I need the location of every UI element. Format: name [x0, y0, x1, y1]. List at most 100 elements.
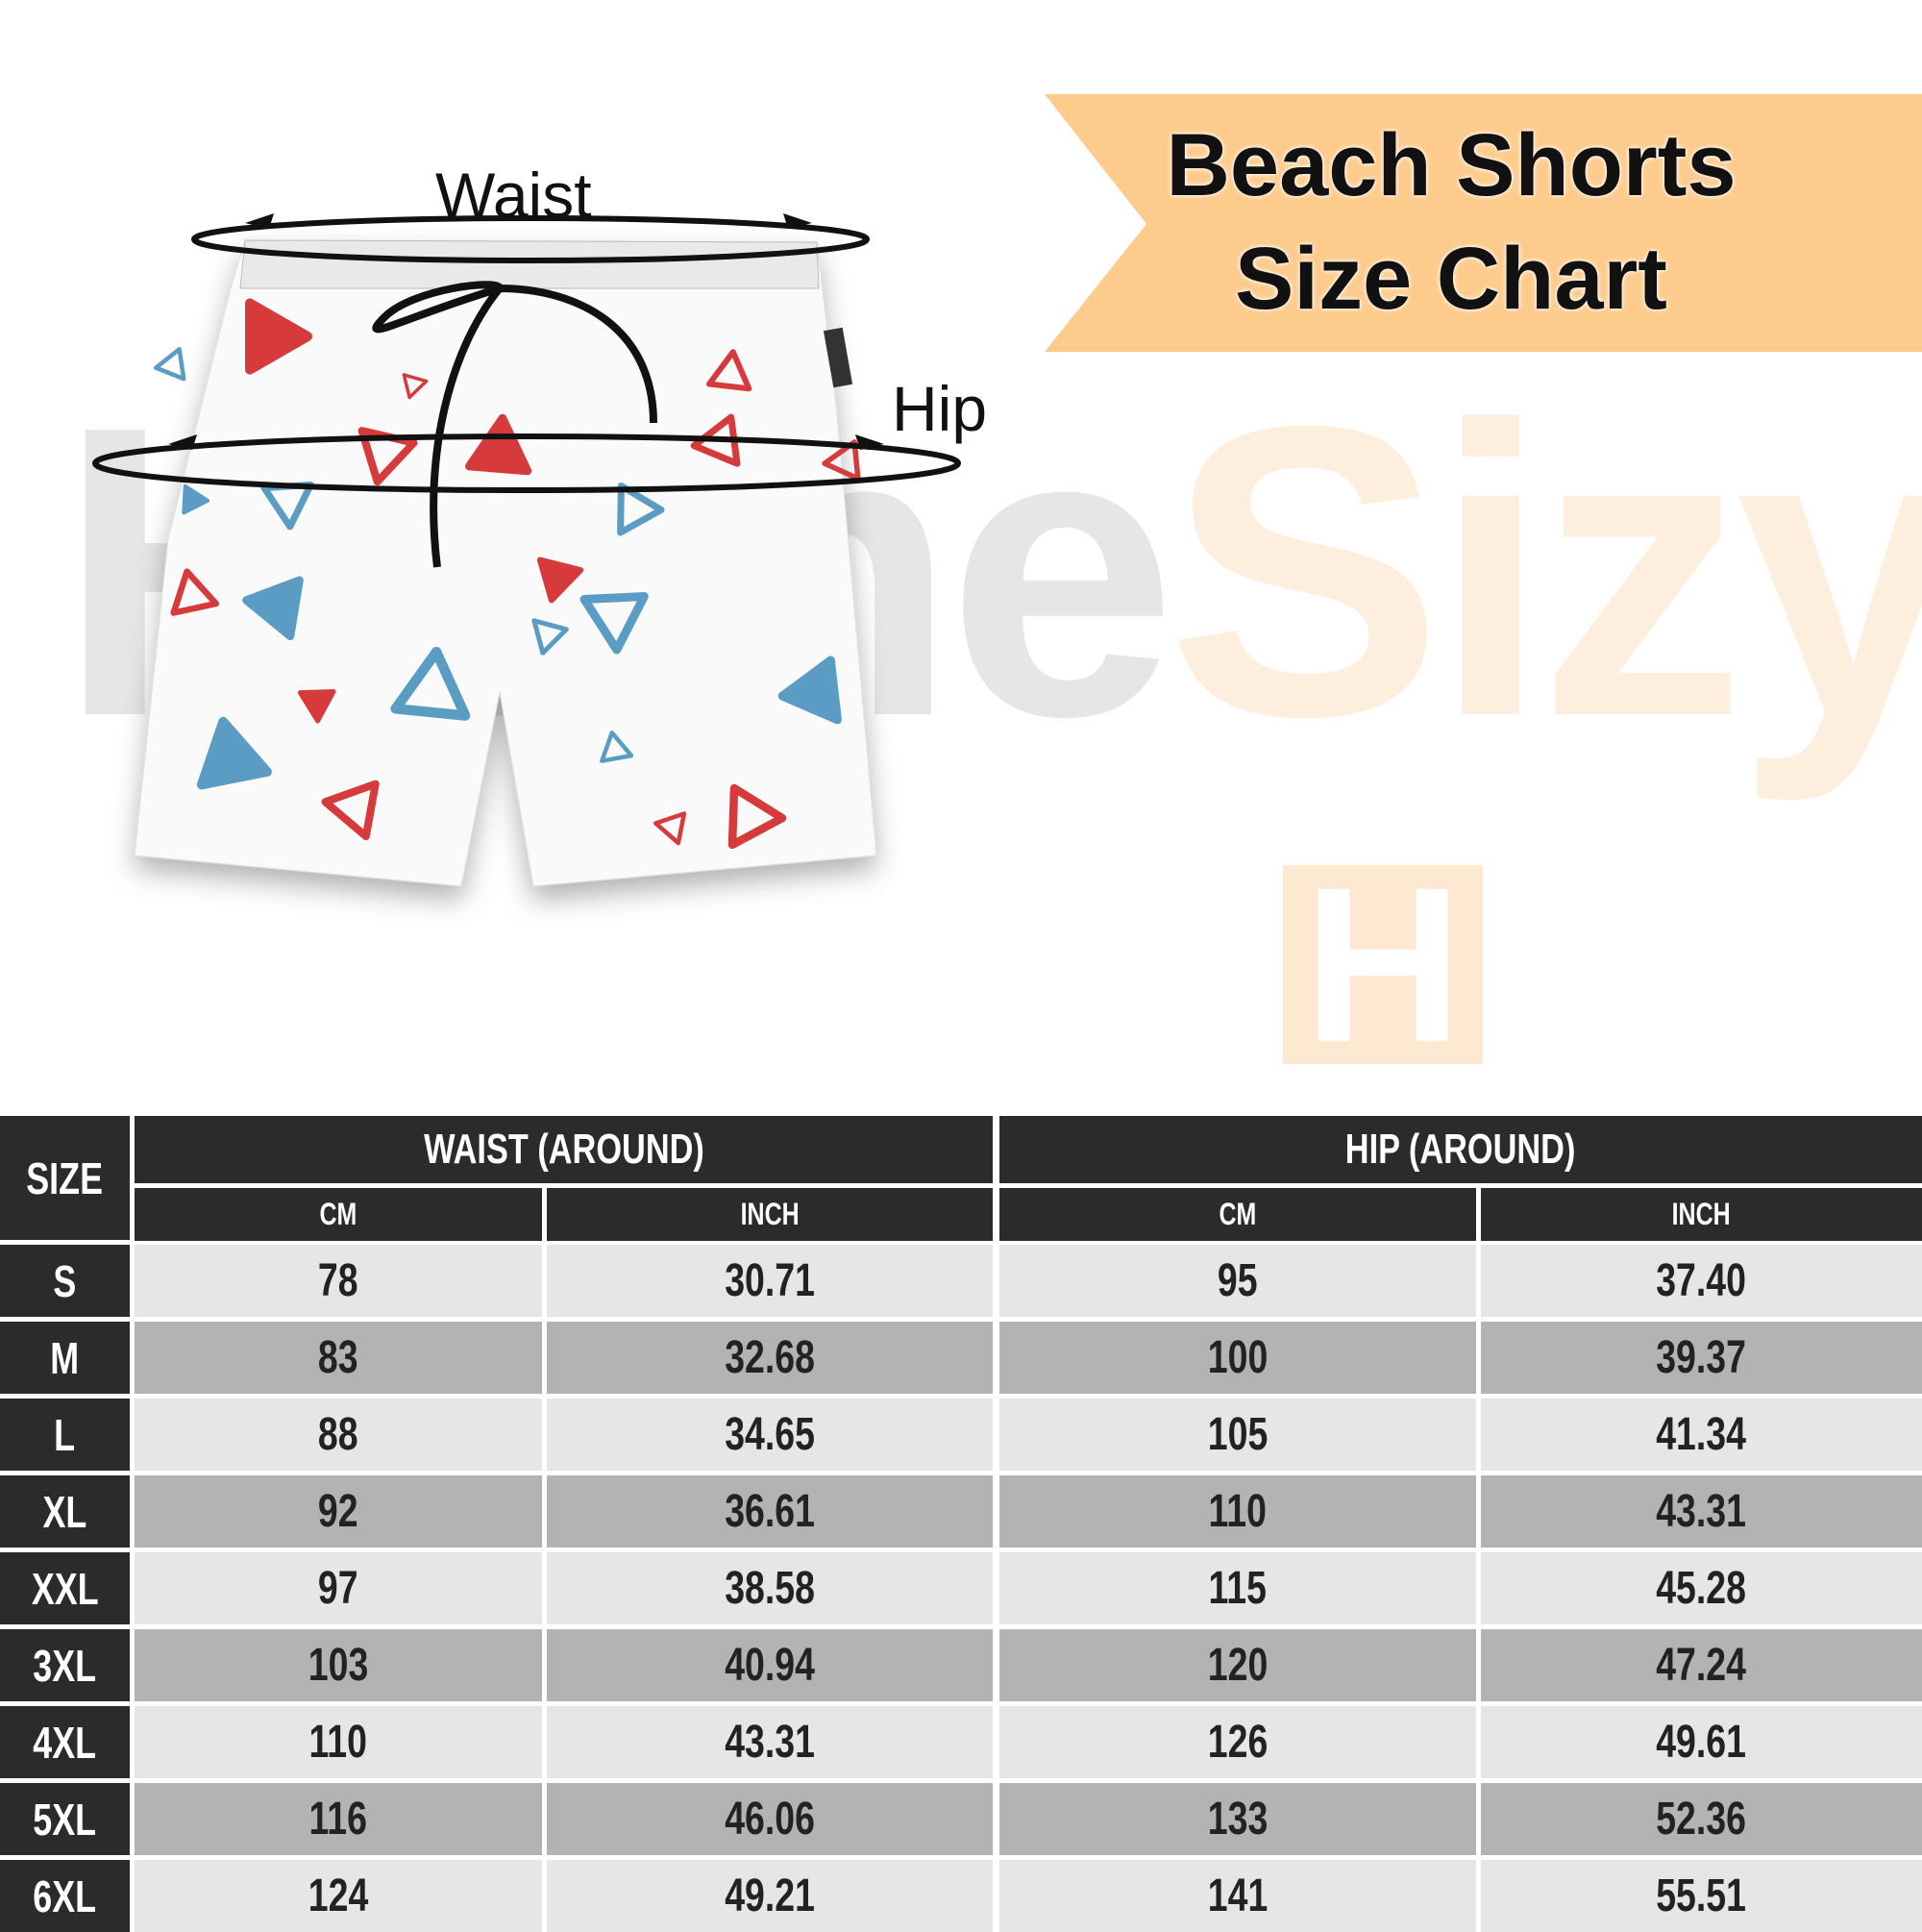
value-cell-text: 133	[1207, 1794, 1269, 1845]
value-cell-text: 141	[1207, 1870, 1269, 1921]
value-cell: 110	[135, 1706, 542, 1778]
pattern-triangle	[536, 557, 584, 604]
value-cell-text: 45.28	[1656, 1563, 1747, 1614]
value-cell-text: 36.61	[725, 1486, 815, 1537]
size-header: SIZE	[0, 1116, 130, 1240]
pattern-triangle	[242, 576, 304, 641]
value-cell-text: 47.24	[1656, 1640, 1747, 1691]
value-cell: 115	[999, 1552, 1476, 1624]
watermark-logo-letter: H	[1302, 841, 1464, 1088]
value-cell: 105	[999, 1399, 1476, 1471]
size-cell: XXL	[0, 1552, 130, 1624]
value-cell-text: 46.06	[725, 1794, 815, 1845]
value-cell-text: 49.61	[1656, 1717, 1747, 1768]
pattern-triangle	[822, 439, 861, 482]
waist-group-header-text: WAIST (AROUND)	[423, 1126, 704, 1173]
size-cell-text: S	[53, 1255, 77, 1306]
size-cell-text: 5XL	[33, 1794, 97, 1845]
size-cell-text: L	[54, 1409, 76, 1460]
value-cell: 34.65	[547, 1399, 993, 1471]
hip-group-header-text: HIP (AROUND)	[1345, 1126, 1576, 1173]
value-cell-text: 32.68	[725, 1332, 815, 1383]
pattern-triangle	[196, 716, 272, 790]
value-cell-text: 120	[1207, 1640, 1269, 1691]
pattern-triangle	[531, 618, 569, 656]
size-cell-text: XXL	[31, 1563, 99, 1614]
pattern-triangle	[153, 347, 186, 382]
value-cell: 88	[135, 1399, 542, 1471]
unit-header-inch-text: INCH	[1671, 1197, 1732, 1231]
unit-header-cm: CM	[135, 1188, 542, 1241]
value-cell-text: 49.21	[725, 1870, 815, 1921]
size-cell: S	[0, 1245, 130, 1317]
pattern-triangle	[245, 298, 312, 375]
value-cell: 47.24	[1481, 1629, 1922, 1701]
value-cell: 36.61	[547, 1475, 993, 1548]
value-cell: 124	[135, 1860, 542, 1932]
size-cell-text: 6XL	[33, 1870, 97, 1921]
watermark-logo: H	[1283, 841, 1483, 1088]
watermark-part2: Sizy	[1167, 341, 1922, 803]
value-cell-text: 43.31	[1656, 1486, 1747, 1537]
value-cell: 38.58	[547, 1552, 993, 1624]
unit-header-cm: CM	[999, 1188, 1476, 1241]
value-cell: 92	[135, 1475, 542, 1548]
value-cell-text: 30.71	[725, 1255, 815, 1306]
value-cell: 43.31	[1481, 1475, 1922, 1548]
value-cell-text: 103	[308, 1640, 369, 1691]
size-cell: 4XL	[0, 1706, 130, 1778]
size-cell-text: XL	[42, 1486, 87, 1537]
value-cell: 120	[999, 1629, 1476, 1701]
unit-header-cm-text: CM	[1219, 1197, 1257, 1231]
pattern-triangle	[777, 656, 842, 725]
value-cell: 43.31	[547, 1706, 993, 1778]
size-cell: L	[0, 1399, 130, 1471]
size-cell-text: 3XL	[33, 1640, 97, 1691]
size-cell: 5XL	[0, 1783, 130, 1855]
unit-header-inch: INCH	[547, 1188, 993, 1241]
pattern-triangle	[390, 646, 471, 721]
pattern-triangle	[321, 780, 380, 841]
pattern-triangle	[402, 373, 429, 400]
value-cell: 103	[135, 1629, 542, 1701]
value-cell-text: 97	[318, 1563, 358, 1614]
size-cell-text: M	[50, 1332, 80, 1383]
value-cell-text: 52.36	[1656, 1794, 1747, 1845]
value-cell: 52.36	[1481, 1783, 1922, 1855]
garment-tag	[823, 327, 853, 388]
size-cell: 6XL	[0, 1860, 130, 1932]
value-cell-text: 95	[1218, 1255, 1258, 1306]
value-cell: 46.06	[547, 1783, 993, 1855]
value-cell: 126	[999, 1706, 1476, 1778]
value-cell-text: 34.65	[725, 1409, 815, 1460]
value-cell-text: 38.58	[725, 1563, 815, 1614]
size-cell: M	[0, 1322, 130, 1394]
value-cell-text: 124	[308, 1870, 369, 1921]
value-cell-text: 55.51	[1656, 1870, 1747, 1921]
size-cell: 3XL	[0, 1629, 130, 1701]
unit-header-cm-text: CM	[319, 1197, 357, 1231]
waist-group-header: WAIST (AROUND)	[135, 1116, 993, 1183]
value-cell-text: 88	[318, 1409, 358, 1460]
waist-measure-line	[191, 215, 870, 263]
value-cell: 97	[135, 1552, 542, 1624]
value-cell: 49.21	[547, 1860, 993, 1932]
pattern-triangle	[706, 349, 752, 392]
value-cell-text: 37.40	[1656, 1255, 1747, 1306]
size-cell: XL	[0, 1475, 130, 1548]
value-cell-text: 110	[308, 1717, 368, 1768]
pattern-triangle	[182, 483, 209, 515]
value-cell-text: 116	[308, 1794, 368, 1845]
pattern-triangle	[170, 568, 220, 616]
hip-measure-line	[92, 433, 961, 493]
value-cell-text: 39.37	[1656, 1332, 1747, 1383]
value-cell: 37.40	[1481, 1245, 1922, 1317]
pattern-triangle	[600, 731, 634, 763]
pattern-triangle	[297, 689, 336, 724]
value-cell-text: 100	[1207, 1332, 1269, 1383]
value-cell: 30.71	[547, 1245, 993, 1317]
value-cell-text: 83	[318, 1332, 358, 1383]
hip-group-header: HIP (AROUND)	[999, 1116, 1922, 1183]
shorts-illustration	[92, 213, 961, 887]
value-cell-text: 110	[1208, 1486, 1268, 1537]
